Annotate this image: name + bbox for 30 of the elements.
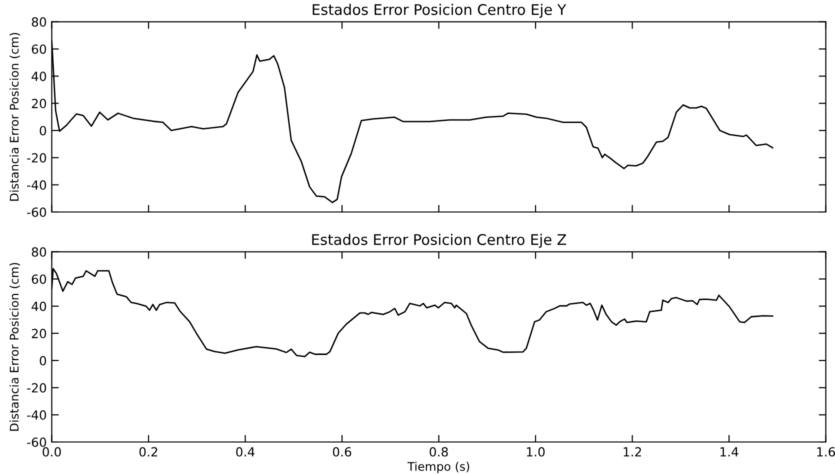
x-axis-title: Tiempo (s) bbox=[407, 462, 470, 474]
x-tick-label: 0.4 bbox=[236, 447, 255, 457]
y-tick-label: 80 bbox=[32, 17, 46, 27]
y-tick-label: 80 bbox=[32, 247, 46, 257]
y-tick-label: 0 bbox=[40, 356, 46, 366]
chart-title: Estados Error Posicion Centro Eje Y bbox=[312, 4, 566, 18]
y-tick-label: -60 bbox=[27, 207, 46, 217]
chart-title: Estados Error Posicion Centro Eje Z bbox=[312, 234, 566, 248]
y-tick-label: -20 bbox=[27, 153, 46, 163]
y-tick-label: -40 bbox=[27, 180, 46, 190]
y-tick-label: 40 bbox=[32, 302, 46, 312]
y-tick-label: -20 bbox=[27, 383, 46, 393]
y-tick-label: 60 bbox=[32, 44, 46, 54]
x-tick-label: 1.2 bbox=[624, 447, 641, 456]
x-tick-label: 0.8 bbox=[430, 447, 448, 457]
x-tick-label: 1.4 bbox=[720, 447, 738, 456]
y-tick-label: 40 bbox=[32, 72, 46, 82]
y-tick-label: 60 bbox=[32, 274, 46, 284]
y-tick-label: 20 bbox=[32, 98, 46, 108]
x-tick-label: 0.2 bbox=[139, 447, 158, 457]
y-axis-title: Distancia Error Posicion (cm) bbox=[10, 32, 20, 201]
y-tick-label: -60 bbox=[27, 437, 46, 447]
y-tick-label: -40 bbox=[27, 410, 46, 420]
x-tick-label: 1.6 bbox=[817, 447, 835, 457]
y-tick-label: 0 bbox=[40, 126, 46, 136]
x-tick-label: 1.0 bbox=[526, 447, 545, 457]
x-tick-label: 0.6 bbox=[332, 447, 352, 457]
x-tick-label: 0.0 bbox=[42, 447, 61, 457]
y-axis-title: Distancia Error Posicion (cm) bbox=[10, 262, 20, 431]
y-tick-label: 20 bbox=[32, 328, 46, 338]
